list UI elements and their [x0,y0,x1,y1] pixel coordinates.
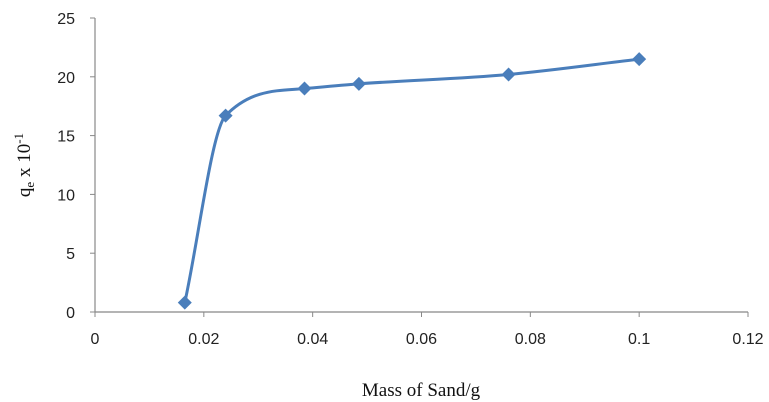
y-tick-label: 25 [57,11,75,28]
x-tick-label: 0.04 [297,331,328,348]
y-axis-title-superscript: -1 [11,133,26,144]
x-axis-ticks: 0 0.02 0.04 0.06 0.08 0.1 0.12 [91,312,764,348]
y-axis-title-middle: x 10 [14,144,35,182]
data-point [218,108,233,123]
data-point [297,81,312,96]
y-axis-ticks: 0 5 10 15 20 25 [57,11,95,322]
y-tick-label: 5 [66,246,75,263]
x-axis-title: Mass of Sand/g [362,380,481,401]
series-line [183,57,641,305]
y-axis-title: qe x 10-1 [11,133,37,197]
x-tick-label: 0.12 [732,331,763,348]
data-point [501,67,516,82]
y-tick-label: 0 [66,305,75,322]
plot-area: 0 0.02 0.04 0.06 0.08 0.1 0.12 0 5 10 15 20 25 [57,11,763,348]
data-point [632,52,647,67]
x-tick-label: 0.06 [406,331,437,348]
data-point [351,76,366,91]
x-tick-label: 0.08 [515,331,546,348]
series-markers [177,52,647,310]
x-tick-label: 0 [91,331,100,348]
y-tick-label: 15 [57,129,75,146]
y-axis-title-subscript: e [22,182,37,188]
x-tick-label: 0.02 [188,331,219,348]
x-tick-label: 0.1 [628,331,650,348]
y-tick-label: 20 [57,70,75,87]
y-tick-label: 10 [57,187,75,204]
data-point [177,295,192,310]
y-axis-title-base: q [14,187,35,197]
